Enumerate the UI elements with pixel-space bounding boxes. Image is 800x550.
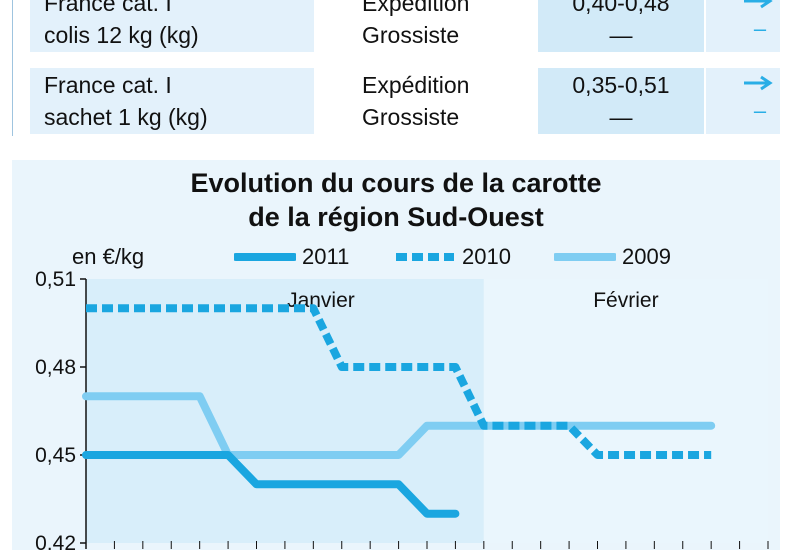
product-line-1: France cat. I: [44, 0, 172, 16]
price-expedition: 0,35-0,51: [572, 72, 670, 98]
legend-swatch-2011: [234, 253, 296, 261]
market-line-2: Grossiste: [362, 22, 460, 48]
arrow-right-icon: [744, 0, 773, 9]
market-cell: Expédition Grossiste: [332, 68, 536, 134]
table-row: France cat. I colis 12 kg (kg) Expéditio…: [30, 0, 780, 52]
y-tick-label: 0,42: [35, 532, 76, 550]
market-cell: Expédition Grossiste: [332, 0, 536, 52]
month-band: [86, 279, 484, 543]
y-tick-label: 0,48: [35, 356, 76, 379]
trend-cell: –: [706, 68, 780, 134]
chart-title-line-1: Evolution du cours de la carotte: [190, 168, 602, 198]
chart-title-line-2: de la région Sud-Ouest: [248, 202, 544, 232]
series-line-2009: [82, 392, 716, 459]
legend-label-2011: 2011: [302, 244, 350, 269]
trend-cell: –: [706, 0, 780, 52]
market-line-2: Grossiste: [362, 104, 460, 130]
product-line-2: sachet 1 kg (kg): [44, 104, 208, 130]
price-cell: 0,35-0,51 —: [538, 68, 704, 134]
legend-swatch-2009: [554, 253, 616, 261]
price-grossiste: —: [609, 22, 633, 48]
product-cell: France cat. I colis 12 kg (kg): [30, 0, 314, 52]
market-line-1: Expédition: [362, 72, 470, 98]
month-band: [483, 279, 768, 543]
trend-grossiste: –: [753, 98, 767, 123]
legend-swatch-2010: [396, 253, 454, 261]
y-tick-label: 0,51: [35, 268, 76, 291]
legend-label-2009: 2009: [622, 244, 671, 269]
price-expedition: 0,40-0,48: [572, 0, 670, 16]
trend-grossiste: –: [753, 16, 767, 41]
month-label: Février: [593, 289, 658, 312]
arrow-right-icon: [744, 75, 773, 91]
product-line-2: colis 12 kg (kg): [44, 22, 199, 48]
y-axis-label: en €/kg: [72, 244, 145, 269]
price-grossiste: —: [609, 104, 633, 130]
price-cell: 0,40-0,48 —: [538, 0, 704, 52]
series-line-2010: [86, 304, 712, 459]
product-cell: France cat. I sachet 1 kg (kg): [30, 68, 314, 134]
series-line-2011: [82, 451, 460, 518]
table-left-border: [12, 0, 13, 136]
market-line-1: Expédition: [362, 0, 470, 16]
y-tick-label: 0,45: [35, 444, 76, 467]
price-table: France cat. I colis 12 kg (kg) Expéditio…: [0, 0, 780, 140]
table-row: France cat. I sachet 1 kg (kg) Expéditio…: [30, 68, 780, 134]
price-chart: Evolution du cours de la carotte de la r…: [12, 160, 780, 550]
legend-label-2010: 2010: [462, 244, 511, 269]
product-line-1: France cat. I: [44, 72, 172, 98]
